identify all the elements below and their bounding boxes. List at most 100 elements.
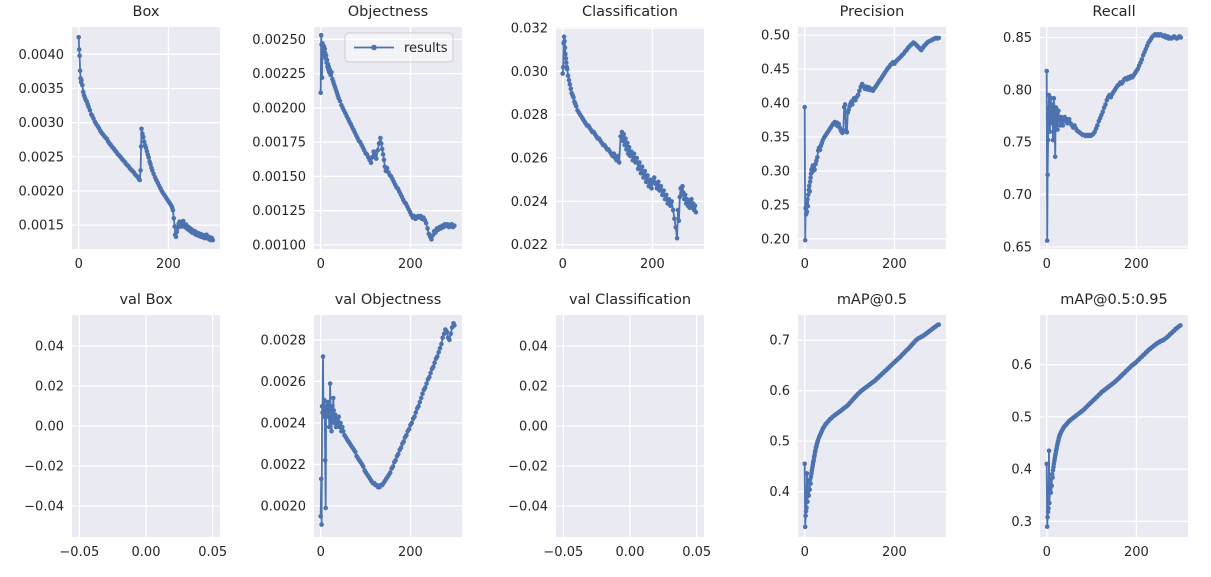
data-point-marker xyxy=(329,428,334,434)
x-tick-label: 0 xyxy=(1043,257,1051,272)
y-tick-label: 0.04 xyxy=(519,340,548,355)
data-point-marker xyxy=(807,189,812,194)
data-point-marker xyxy=(672,216,677,221)
data-point-marker xyxy=(379,141,384,146)
data-point-marker xyxy=(689,196,694,202)
y-tick-label: 0.0035 xyxy=(19,82,65,97)
y-tick-label: 0.3 xyxy=(1011,515,1032,530)
x-tick-label: 200 xyxy=(398,257,423,272)
data-point-marker xyxy=(173,234,179,239)
data-point-marker xyxy=(1047,500,1052,506)
data-point-marker xyxy=(76,47,82,52)
data-point-marker xyxy=(428,370,433,376)
map50-95-plot: 0 200 0.6 0.5 0.4 0.3 mAP@0.5:0.95 xyxy=(1011,292,1188,560)
data-point-marker xyxy=(77,68,83,73)
data-point-marker xyxy=(1046,113,1051,119)
x-tick-label: 0.05 xyxy=(198,545,227,560)
data-point-marker xyxy=(333,424,339,430)
data-point-marker xyxy=(855,92,861,98)
subplot-val-objectness: 0 200 0.0028 0.0026 0.0024 0.0022 0.0020 val Ob… xyxy=(242,288,484,577)
data-point-marker xyxy=(673,225,678,230)
y-tick-label: 0.0022 xyxy=(261,458,307,473)
data-point-marker xyxy=(634,155,639,161)
data-point-marker xyxy=(379,146,385,152)
train-classification-title: Classification xyxy=(582,4,678,20)
y-tick-label: 0.70 xyxy=(1003,188,1032,203)
recall-plot: 0 200 0.85 0.80 0.75 0.70 0.65 Recall xyxy=(1003,4,1188,272)
y-tick-label: 0.6 xyxy=(769,384,790,399)
data-point-marker xyxy=(427,374,432,380)
data-point-marker xyxy=(331,395,336,401)
y-tick-label: 0.022 xyxy=(511,238,548,253)
y-tick-label: 0.35 xyxy=(761,130,790,145)
x-tick-label: 200 xyxy=(1124,545,1149,560)
data-point-marker xyxy=(639,164,645,169)
data-point-marker xyxy=(378,135,383,141)
subplot-train-classification: 0 200 0.032 0.030 0.028 0.026 0.024 0.022 Classi… xyxy=(484,0,726,288)
val-box-title: val Box xyxy=(119,292,172,308)
val-classification-plot: −0.05 0.00 0.05 0.04 0.02 0.00 −0.02 −0.04 val C… xyxy=(508,292,711,560)
subplot-map50-95: 0 200 0.6 0.5 0.4 0.3 mAP@0.5:0.95 xyxy=(968,288,1210,577)
subplot-train-box: 0 200 0.0040 0.0035 0.0030 0.0025 0.0020 0.0015… xyxy=(0,0,242,288)
data-point-marker xyxy=(844,129,850,135)
map50-95-title: mAP@0.5:0.95 xyxy=(1060,292,1168,308)
data-point-marker xyxy=(323,505,328,511)
y-tick-label: 0.00225 xyxy=(252,67,306,82)
data-point-marker xyxy=(340,424,345,430)
data-point-marker xyxy=(318,32,324,38)
data-point-marker xyxy=(1045,509,1051,515)
data-point-marker xyxy=(323,53,329,59)
y-tick-label: 0.75 xyxy=(1003,136,1032,151)
train-box-plot: 0 200 0.0040 0.0035 0.0030 0.0025 0.0020 0.0015… xyxy=(19,4,220,272)
data-point-marker xyxy=(1103,102,1108,107)
x-tick-label: 200 xyxy=(398,545,423,560)
data-point-marker xyxy=(625,140,630,146)
data-point-marker xyxy=(627,153,633,159)
data-point-marker xyxy=(1100,109,1106,115)
y-tick-label: 0.65 xyxy=(1003,240,1032,255)
data-point-marker xyxy=(1178,35,1184,40)
data-point-marker xyxy=(660,192,665,198)
x-tick-label: 200 xyxy=(640,257,665,272)
data-point-marker xyxy=(330,416,336,421)
subplot-val-box: −0.05 0.00 0.05 0.04 0.02 0.00 −0.02 −0.04 val B… xyxy=(0,288,242,577)
data-point-marker xyxy=(802,524,808,530)
data-point-marker xyxy=(1044,238,1050,243)
data-point-marker xyxy=(1060,123,1066,128)
y-tick-label: 0.032 xyxy=(511,22,548,37)
map50-title: mAP@0.5 xyxy=(837,292,907,308)
y-tick-label: −0.04 xyxy=(508,500,548,515)
data-point-marker xyxy=(331,408,336,413)
y-tick-label: 0.30 xyxy=(761,164,790,179)
data-point-marker xyxy=(413,410,419,415)
data-point-marker xyxy=(815,155,820,160)
data-point-marker xyxy=(857,88,862,94)
data-point-marker xyxy=(563,56,569,61)
data-point-marker xyxy=(658,183,664,189)
data-point-marker xyxy=(817,147,823,153)
data-point-marker xyxy=(680,183,685,189)
data-point-marker xyxy=(812,167,817,172)
y-tick-label: 0.028 xyxy=(511,108,548,123)
data-point-marker xyxy=(675,207,681,213)
legend-label: results xyxy=(404,41,448,56)
data-point-marker xyxy=(329,69,334,75)
data-point-marker xyxy=(418,395,424,401)
data-point-marker xyxy=(361,464,366,469)
data-point-marker xyxy=(318,514,323,519)
y-tick-label: 0.25 xyxy=(761,198,790,213)
data-point-marker xyxy=(324,57,330,63)
data-point-marker xyxy=(319,522,324,527)
y-tick-label: 0.0026 xyxy=(261,375,307,390)
precision-title: Precision xyxy=(840,4,905,20)
data-point-marker xyxy=(564,66,570,72)
recall-axes xyxy=(1040,27,1188,249)
data-point-marker xyxy=(1046,506,1051,511)
data-point-marker xyxy=(390,464,396,469)
data-point-marker xyxy=(936,35,942,41)
data-point-marker xyxy=(320,354,326,359)
data-point-marker xyxy=(571,95,576,100)
data-point-marker xyxy=(674,235,680,241)
data-point-marker xyxy=(398,445,404,451)
